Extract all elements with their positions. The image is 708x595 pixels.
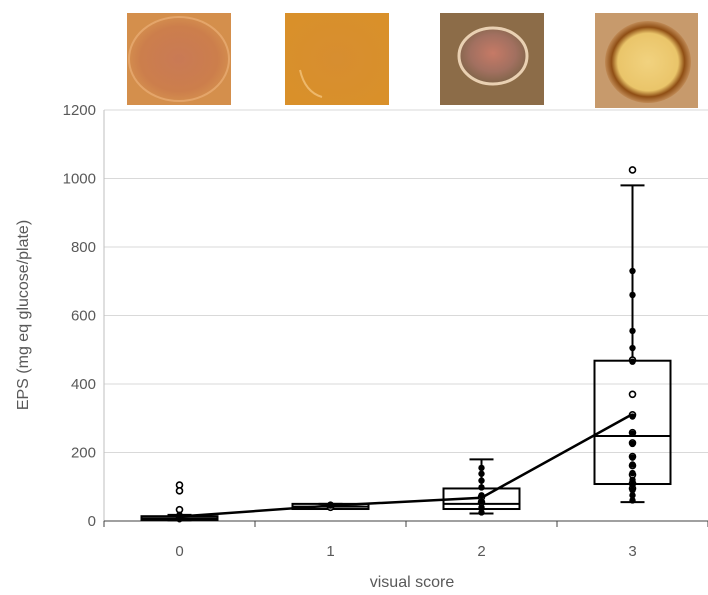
mean-line [179, 413, 634, 518]
data-points [175, 166, 637, 523]
data-point-filled [327, 502, 334, 509]
y-axis: 0 200 400 600 800 1000 1200 [63, 102, 105, 530]
data-point-filled [478, 470, 485, 477]
data-point-filled [629, 481, 636, 489]
data-point-open [175, 487, 184, 495]
data-point-filled [629, 454, 636, 461]
data-point-filled [629, 327, 636, 335]
data-point-filled [629, 440, 636, 448]
y-tick-label: 1000 [63, 171, 96, 188]
data-point-filled [629, 486, 636, 494]
data-point-filled [629, 413, 636, 420]
plate-photo-score-0 [127, 13, 231, 105]
y-tick-label: 0 [88, 513, 96, 530]
data-point-filled [629, 291, 636, 299]
gridlines [104, 109, 708, 453]
data-point-filled [629, 469, 636, 477]
y-tick-label: 800 [71, 239, 96, 256]
x-tick-label: 2 [477, 543, 485, 560]
data-point-filled [478, 504, 485, 511]
data-point-filled [629, 476, 636, 484]
data-point-open [628, 166, 637, 174]
mean-line-group [179, 413, 634, 518]
plate-photos [127, 13, 698, 108]
plate-photo-score-3 [595, 13, 698, 108]
y-axis-title: EPS (mg eq glucose/plate) [15, 220, 32, 410]
y-tick-label: 200 [71, 445, 96, 462]
data-point-filled [629, 267, 636, 275]
data-point-filled [629, 430, 636, 437]
data-point-filled [629, 497, 636, 504]
y-tick-label: 1200 [63, 102, 96, 119]
x-tick-label: 1 [326, 543, 334, 560]
data-point-filled [478, 464, 485, 472]
data-point-filled [629, 461, 636, 468]
x-tick-label: 0 [175, 543, 183, 560]
data-point-filled [629, 492, 636, 499]
y-tick-label: 600 [71, 308, 96, 325]
x-tick-label: 3 [628, 543, 636, 560]
data-point-open [628, 390, 637, 399]
data-point-filled [478, 484, 485, 491]
data-point-filled [478, 497, 485, 505]
plate-photo-score-2 [440, 13, 544, 105]
data-point-filled [176, 511, 183, 519]
plate-photo-score-1 [285, 13, 389, 105]
x-axis-title: visual score [370, 574, 455, 591]
data-point-filled [629, 344, 636, 352]
data-point-filled [478, 509, 485, 516]
data-point-filled [176, 516, 183, 523]
data-point-filled [629, 358, 636, 365]
y-tick-label: 400 [71, 376, 96, 393]
x-axis: 0 1 2 3 [103, 520, 708, 560]
data-point-filled [478, 492, 485, 499]
boxes [140, 184, 672, 522]
data-point-filled [478, 477, 485, 484]
